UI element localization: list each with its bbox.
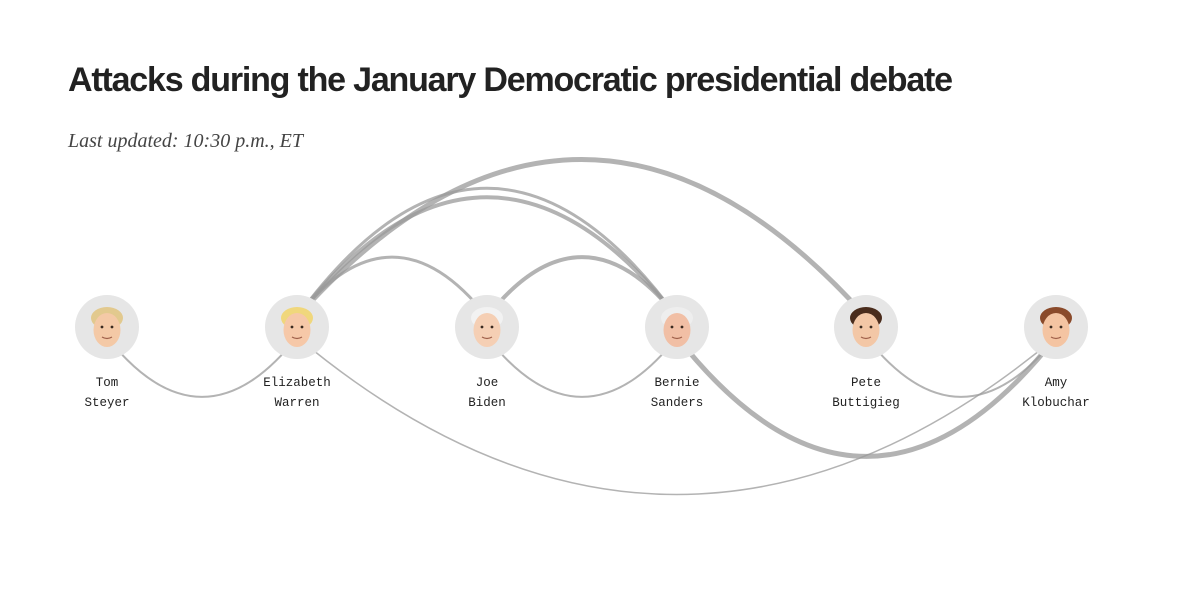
amy-klobuchar-portrait: [1040, 307, 1072, 347]
candidate-label-steyer: Tom Steyer: [37, 373, 177, 413]
candidate-node-sanders[interactable]: [645, 295, 709, 359]
candidate-last-name: Biden: [468, 396, 506, 410]
candidate-label-warren: Elizabeth Warren: [227, 373, 367, 413]
candidate-first-name: Tom: [95, 376, 119, 390]
attack-arc-warren-klobuchar: [296, 336, 1057, 496]
attack-arc-warren-buttigieg: [294, 157, 869, 320]
attack-arc-biden-sanders: [486, 336, 678, 398]
candidate-first-name: Amy: [1044, 376, 1068, 390]
attack-arc-warren-sanders: [295, 195, 679, 319]
chart-title: Attacks during the January Democratic pr…: [68, 61, 953, 99]
tom-steyer-portrait: [91, 307, 123, 347]
candidate-last-name: Warren: [274, 396, 320, 410]
attack-arc-warren-sanders: [295, 186, 679, 319]
joe-biden-portrait: [471, 307, 503, 347]
candidate-first-name: Joe: [475, 376, 499, 390]
candidate-nodes: [75, 295, 1088, 359]
attack-arcs: [106, 157, 1059, 496]
candidate-label-biden: Joe Biden: [417, 373, 557, 413]
candidate-first-name: Pete: [850, 376, 881, 390]
attack-arc-biden-sanders: [485, 255, 679, 319]
candidate-first-name: Bernie: [654, 376, 700, 390]
candidate-first-name: Elizabeth: [263, 376, 331, 390]
candidate-last-name: Steyer: [84, 396, 130, 410]
candidate-node-klobuchar[interactable]: [1024, 295, 1088, 359]
candidate-node-warren[interactable]: [265, 295, 329, 359]
candidate-node-steyer[interactable]: [75, 295, 139, 359]
attack-arc-buttigieg-klobuchar: [865, 336, 1057, 398]
candidate-node-buttigieg[interactable]: [834, 295, 898, 359]
candidate-last-name: Klobuchar: [1022, 396, 1090, 410]
elizabeth-warren-portrait: [281, 307, 313, 347]
attack-arc-warren-biden: [295, 255, 489, 319]
attack-arc-steyer-warren: [106, 336, 298, 398]
candidate-last-name: Sanders: [650, 396, 704, 410]
candidate-last-name: Buttigieg: [832, 396, 900, 410]
last-updated-note: Last updated: 10:30 p.m., ET: [68, 130, 303, 152]
attack-arc-sanders-klobuchar: [674, 334, 1059, 459]
candidate-label-klobuchar: Amy Klobuchar: [986, 373, 1126, 413]
candidate-label-sanders: Bernie Sanders: [607, 373, 747, 413]
pete-buttigieg-portrait: [850, 307, 882, 347]
candidate-label-buttigieg: Pete Buttigieg: [796, 373, 936, 413]
candidate-node-biden[interactable]: [455, 295, 519, 359]
bernie-sanders-portrait: [661, 307, 693, 347]
